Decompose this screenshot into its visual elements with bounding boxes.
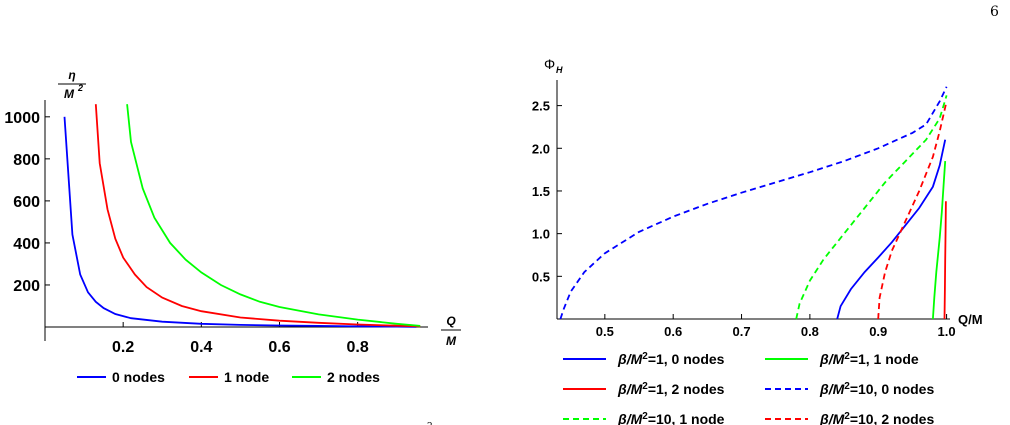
right-legend-label: β/M2=10, 1 node bbox=[617, 411, 725, 425]
left-chart: 0.2 0.4 0.6 0.8 200 400 600 800 1000 η M 2 Q M 0… bbox=[4, 68, 461, 385]
left-y-tick-label: 800 bbox=[13, 152, 40, 169]
right-series-line-4 bbox=[795, 95, 948, 320]
left-y-axis-label: η M 2 bbox=[58, 68, 86, 101]
right-legend-item: β/M2=1, 1 node bbox=[765, 351, 919, 367]
left-x-label-numerator: Q bbox=[446, 314, 456, 328]
legend-item-2-nodes: 2 nodes bbox=[292, 369, 380, 385]
right-legend-label: β/M2=10, 0 nodes bbox=[819, 381, 934, 397]
right-series bbox=[559, 86, 948, 320]
right-legend-label: β/M2=1, 2 nodes bbox=[617, 381, 725, 397]
left-x-tick-label: 0.8 bbox=[347, 339, 369, 356]
left-x-axis-label: Q M bbox=[441, 314, 461, 348]
left-ticks: 0.2 0.4 0.6 0.8 200 400 600 800 1000 bbox=[4, 110, 368, 356]
right-legend-label: β/M2=10, 2 nodes bbox=[819, 411, 934, 425]
legend-item-0-nodes: 0 nodes bbox=[77, 369, 165, 385]
right-y-axis-label: Φ H bbox=[544, 56, 563, 75]
right-x-tick-label: 0.7 bbox=[733, 324, 751, 339]
right-legend-item: β/M2=10, 1 node bbox=[563, 411, 725, 425]
right-y-tick-label: 1.0 bbox=[532, 227, 550, 242]
right-x-tick-label: 1.0 bbox=[938, 324, 956, 339]
right-series-line-3 bbox=[559, 86, 948, 320]
right-x-tick-label: 0.8 bbox=[801, 324, 819, 339]
right-series-line-1 bbox=[932, 161, 947, 320]
left-series-line-2 bbox=[126, 104, 421, 327]
right-x-tick-label: 0.5 bbox=[596, 324, 614, 339]
legend-label-2-nodes: 2 nodes bbox=[327, 369, 380, 385]
right-x-tick-label: 0.9 bbox=[869, 324, 887, 339]
left-y-label-denominator: M bbox=[64, 87, 75, 101]
left-y-tick-label: 600 bbox=[13, 194, 40, 211]
left-series bbox=[63, 104, 421, 328]
right-y-tick-label: 1.5 bbox=[532, 184, 550, 199]
right-y-tick-label: 2.5 bbox=[532, 99, 550, 114]
right-legend-item: β/M2=1, 2 nodes bbox=[563, 381, 725, 397]
right-x-axis-label: Q/M bbox=[958, 312, 983, 327]
right-legend-item: β/M2=10, 2 nodes bbox=[765, 411, 934, 425]
left-y-tick-label: 1000 bbox=[4, 110, 40, 127]
right-legend-label: β/M2=1, 0 nodes bbox=[617, 351, 725, 367]
right-series-line-2 bbox=[943, 201, 947, 320]
left-x-tick-label: 0.2 bbox=[112, 339, 134, 356]
right-series-line-0 bbox=[836, 139, 947, 320]
right-legend-item: β/M2=10, 0 nodes bbox=[765, 381, 934, 397]
left-x-tick-label: 0.4 bbox=[190, 339, 212, 356]
right-y-tick-label: 0.5 bbox=[532, 269, 550, 284]
left-series-line-0 bbox=[63, 116, 417, 328]
left-y-tick-label: 200 bbox=[13, 278, 40, 295]
left-x-label-denominator: M bbox=[446, 334, 457, 348]
right-ticks: 0.5 0.6 0.7 0.8 0.9 1.0 0.5 1.0 1.5 2.0 2.5 bbox=[532, 99, 956, 339]
caption-fragment: 2 bbox=[427, 422, 433, 425]
right-y-tick-label: 2.0 bbox=[532, 141, 550, 156]
left-y-label-denominator-exp: 2 bbox=[77, 83, 83, 93]
right-y-label-sub: H bbox=[556, 65, 563, 75]
right-chart: 0.5 0.6 0.7 0.8 0.9 1.0 0.5 1.0 1.5 2.0 2.5 Φ H Q/… bbox=[532, 56, 983, 425]
left-x-tick-label: 0.6 bbox=[268, 339, 290, 356]
left-legend: 0 nodes 1 node 2 nodes bbox=[77, 369, 380, 385]
right-legend: β/M2=1, 0 nodes β/M2=1, 1 node β/M2=1, 2 n… bbox=[563, 351, 934, 425]
page-number: 6 bbox=[990, 4, 999, 20]
legend-item-1-node: 1 node bbox=[189, 369, 269, 385]
legend-label-1-node: 1 node bbox=[224, 369, 269, 385]
right-x-tick-label: 0.6 bbox=[664, 324, 682, 339]
left-y-tick-label: 400 bbox=[13, 236, 40, 253]
legend-label-0-nodes: 0 nodes bbox=[112, 369, 165, 385]
left-y-label-numerator: η bbox=[68, 68, 75, 82]
right-legend-label: β/M2=1, 1 node bbox=[819, 351, 919, 367]
right-series-line-5 bbox=[877, 101, 948, 320]
right-y-label-main: Φ bbox=[544, 56, 555, 72]
left-series-line-1 bbox=[94, 104, 421, 328]
right-legend-item: β/M2=1, 0 nodes bbox=[563, 351, 725, 367]
